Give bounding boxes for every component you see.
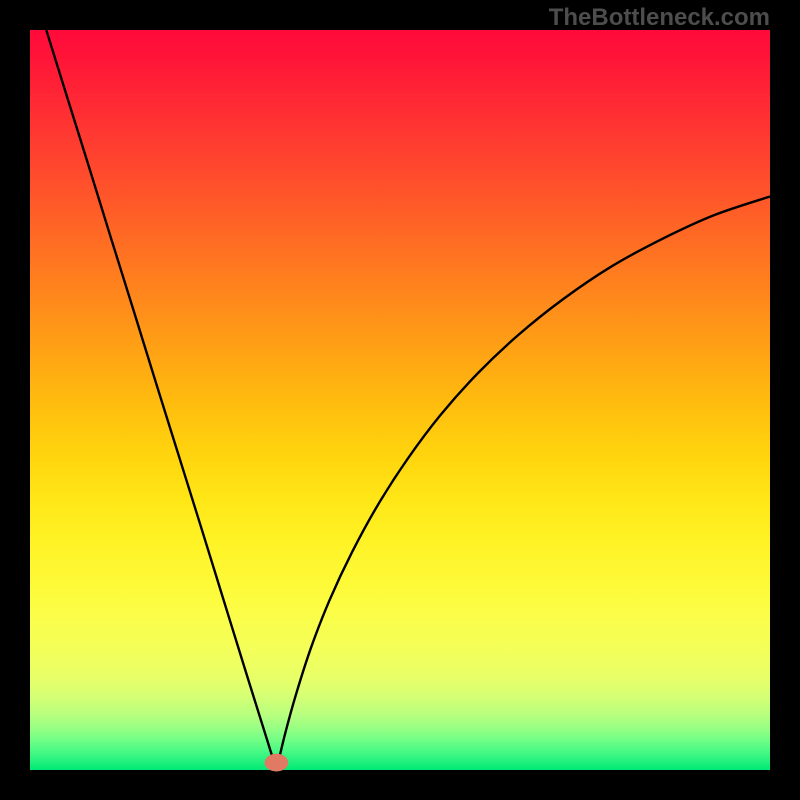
watermark-text: TheBottleneck.com xyxy=(549,4,770,32)
plot-background xyxy=(30,30,770,770)
apex-marker xyxy=(265,754,289,772)
chart-frame: TheBottleneck.com xyxy=(0,0,800,800)
chart-svg xyxy=(0,0,800,800)
